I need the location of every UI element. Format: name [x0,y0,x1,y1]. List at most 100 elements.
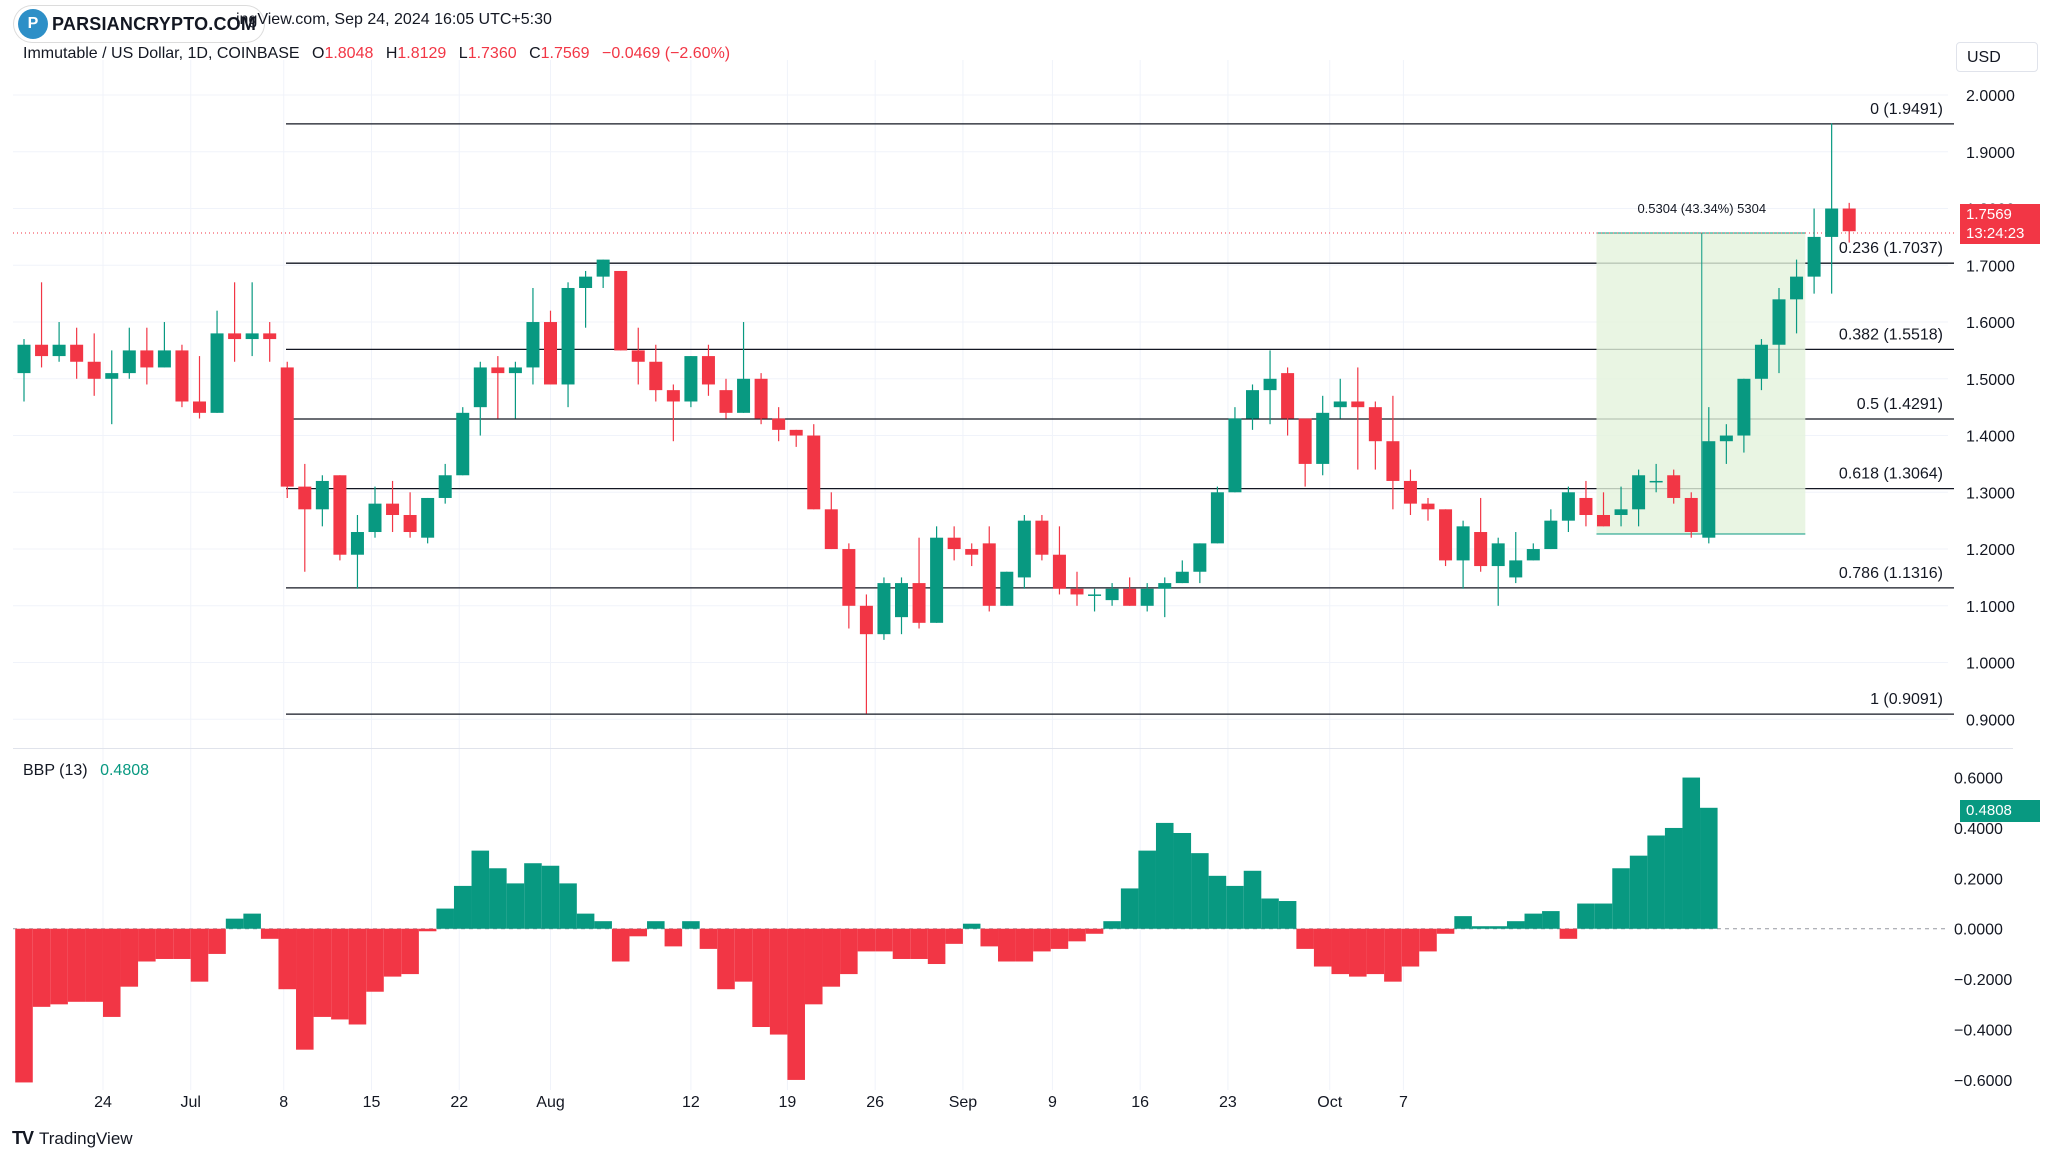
time-tick-label: 22 [450,1094,468,1111]
bbp-bar [1103,921,1121,929]
bbp-bar [892,928,911,959]
indicator-tick-label: −0.2000 [1954,972,2012,989]
fib-level-label: 0.618 (1.3064) [1839,466,1943,483]
bbp-bar [1313,928,1332,967]
logo-text: PARSIANCRYPTO.COM [52,13,257,34]
bbp-bar [1120,888,1139,929]
candle-body [1544,520,1558,550]
price-tick-label: 1.1000 [1966,599,2015,616]
candle-body [1158,583,1172,589]
bbp-bar [50,928,68,1005]
candle-body [157,350,171,368]
candle-body [350,532,364,555]
indicator-axis: 0.6000 0.4000 0.2000 0.0000 −0.2000 −0.4000 −0… [1954,771,2012,1090]
price-axis: 0.9000 1.0000 1.1000 1.2000 1.3000 1.4000 1.50… [1966,88,2015,729]
candle-body [1526,549,1540,561]
candle-body [17,344,31,374]
close-label: C [529,45,541,62]
candle-body [1754,344,1768,379]
bbp-bar [629,928,648,937]
ohlc-legend: Immutable / US Dollar, 1D, COINBASE O1.8… [23,45,730,63]
bbp-bar [243,913,261,929]
bbp-bar [647,921,665,929]
candle-body [701,356,715,385]
candle-body [1298,418,1312,464]
bbp-bar [857,928,876,952]
bbp-bar [804,928,823,1005]
bbp-histogram [13,777,1948,1083]
candle-body [947,537,961,550]
price-tick-label: 1.5000 [1966,372,2015,389]
candle-body [368,503,382,533]
candle-body [315,480,329,510]
price-tick-label: 2.0000 [1966,88,2015,105]
candlestick-series [17,123,1856,714]
candle-body [1386,441,1400,481]
currency-selector[interactable]: USD [1956,42,2038,72]
bbp-bar [1647,835,1665,929]
symbol-name[interactable]: Immutable / US Dollar, 1D, COINBASE [23,45,300,62]
bbp-bar [1524,913,1543,929]
candle-body [1684,497,1698,533]
time-tick-label: Oct [1317,1094,1342,1111]
candle-body [1597,514,1610,527]
candle-body [1228,418,1242,493]
published-info: ingView.com, Sep 24, 2024 16:05 UTC+5:30 [236,11,552,28]
bbp-bar [278,928,297,990]
bbp-bar [1419,928,1437,952]
candle-body [596,259,610,277]
candle-body [965,549,979,555]
candle-body [87,361,101,379]
candle-body [1842,208,1856,232]
close-value: 1.7569 [540,45,590,62]
bbp-bar [32,928,51,1007]
bbp-bar [366,928,384,992]
low-value: 1.7360 [467,45,517,62]
candle-body [105,373,119,379]
fib-level-label: 0.236 (1.7037) [1839,240,1943,257]
indicator-value-label: 0.4808 [1960,800,2040,822]
candle-body [473,367,487,408]
bbp-bar [348,928,367,1025]
price-tick-label: 1.6000 [1966,315,2015,332]
bbp-bar [173,928,191,959]
candle-body [333,475,347,555]
measure-label: 0.5304 (43.34%) 5304 [1637,201,1766,216]
bbp-bar [927,928,946,965]
candle-body [1368,407,1382,442]
bbp-bar [471,850,490,929]
candle-body [859,605,873,635]
bbp-bar [1471,926,1490,929]
bbp-bar [1278,901,1297,929]
open-label: O [311,45,325,62]
candle-body [1509,560,1523,578]
candle-body [1263,378,1277,391]
indicator-name[interactable]: BBP (13) [23,762,88,779]
candle-body [1123,588,1137,606]
bbp-bar [699,928,718,949]
candle-body [614,270,628,351]
fib-level-label: 0 (1.9491) [1870,101,1943,118]
bbp-bar [1155,822,1174,929]
price-tick-label: 1.7000 [1966,258,2015,275]
candle-body [649,361,663,391]
bbp-bar [1138,850,1156,929]
tradingview-footer[interactable]: TV TradingView [12,1128,133,1149]
candle-body [1614,509,1628,515]
candle-body [754,378,768,419]
bbp-bar [734,928,753,982]
candle-body [877,583,891,635]
candle-body [1175,571,1189,584]
bbp-bar [840,928,858,975]
bbp-bar [67,928,86,1002]
candle-body [1403,480,1417,504]
candle-body [122,350,136,374]
candle-body [1000,571,1014,606]
bbp-bar [190,928,209,982]
candle-body [403,514,417,533]
candle-body [1351,401,1365,408]
bbp-bar [489,868,507,929]
bbp-bar [331,928,349,1020]
parsiancrypto-logo-icon: P [18,9,48,39]
low-label: L [458,45,468,62]
